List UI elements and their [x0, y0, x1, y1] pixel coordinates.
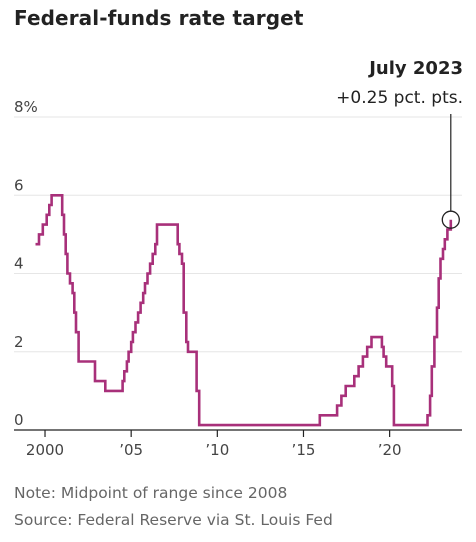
x-tick-label: 2000 — [26, 441, 64, 459]
y-tick-label: 8% — [14, 98, 38, 116]
chart-note: Note: Midpoint of range since 2008 — [14, 484, 288, 502]
y-tick-label: 6 — [14, 176, 24, 194]
highlight-marker — [441, 210, 460, 229]
annotation-label: July 2023 — [367, 58, 463, 79]
y-tick-label: 0 — [14, 411, 24, 429]
y-tick-label: 2 — [14, 333, 24, 351]
chart-source: Source: Federal Reserve via St. Louis Fe… — [14, 511, 333, 529]
y-axis-tick-labels: 0 2 4 6 8% — [14, 98, 38, 429]
x-axis: 2000 ’05 ’10 ’15 ’20 — [14, 429, 462, 459]
series-line — [35, 194, 453, 427]
x-tick-label: ’10 — [205, 441, 229, 459]
line-chart: 0 2 4 6 8% 2000 ’05 ’10 ’15 ’20 July 2023 +0.25 … — [14, 58, 463, 459]
x-tick-label: ’20 — [378, 441, 402, 459]
y-tick-label: 4 — [14, 255, 24, 273]
gridlines — [14, 116, 462, 353]
chart-title: Federal-funds rate target — [14, 6, 304, 30]
x-tick-label: ’05 — [119, 441, 143, 459]
x-tick-label: ’15 — [292, 441, 316, 459]
annotation-sublabel: +0.25 pct. pts. — [336, 88, 463, 108]
